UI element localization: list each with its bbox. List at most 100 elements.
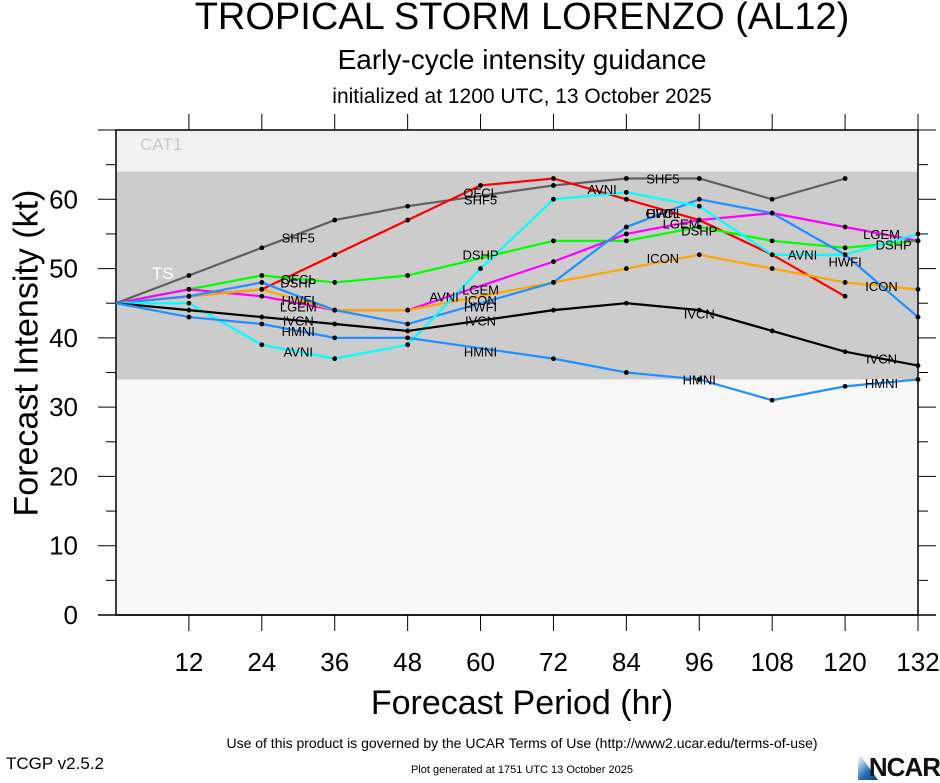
data-point-avni — [259, 342, 265, 348]
chart-subtitle: Early-cycle intensity guidance — [337, 44, 707, 75]
data-point-ivcn — [186, 307, 192, 313]
data-point-lgem — [551, 259, 556, 265]
series-label-hmni: HMNI — [282, 324, 315, 339]
y-tick-label: 50 — [49, 254, 78, 284]
data-point-avni — [915, 231, 921, 237]
series-line-shf5 — [115, 177, 846, 305]
data-point-ofcl — [405, 217, 411, 223]
series-label-ivcn: IVCN — [283, 314, 314, 329]
data-point-hmni — [332, 335, 338, 341]
data-point-icon — [623, 266, 629, 271]
ncar-logo: NCAR — [868, 752, 940, 782]
data-point-ofcl — [551, 176, 556, 181]
data-point-hwfi — [332, 307, 338, 313]
data-point-hwfi — [259, 280, 265, 285]
data-point-hwfi — [623, 224, 629, 230]
series-label-hwfi: HWFI — [464, 300, 497, 315]
terms-of-use: Use of this product is governed by the U… — [226, 735, 818, 751]
data-point-dshp — [259, 273, 265, 278]
x-tick-label: 96 — [685, 647, 714, 677]
data-point-shf5 — [842, 176, 848, 181]
data-point-hmni — [696, 377, 702, 382]
data-point-hmni — [623, 370, 629, 375]
data-point-shf5 — [332, 217, 338, 223]
data-point-dshp — [332, 280, 338, 285]
band-ts — [116, 171, 918, 380]
x-tick-label: 84 — [612, 647, 641, 677]
data-point-avni — [769, 252, 775, 258]
data-point-ivcn — [551, 307, 556, 313]
data-point-shf5 — [623, 176, 629, 181]
data-point-hmni — [915, 377, 921, 382]
series-label-hwfi: HWFI — [646, 206, 679, 221]
series-label-shf5: SHF5 — [646, 172, 679, 187]
data-point-avni — [623, 189, 629, 195]
series-label-lgem: LGEM — [663, 217, 700, 232]
data-point-shf5 — [405, 203, 411, 209]
data-point-avni — [332, 356, 338, 362]
data-point-hwfi — [915, 314, 921, 320]
y-tick-label: 30 — [49, 392, 78, 422]
series-label-avni: AVNI — [587, 182, 616, 197]
series-label-dshp: DSHP — [462, 248, 498, 263]
series-label-hwfi: HWFI — [828, 255, 861, 270]
data-point-icon — [915, 286, 921, 292]
data-point-ivcn — [332, 321, 338, 327]
x-tick-label: 12 — [174, 647, 203, 677]
series-line-avni — [116, 191, 919, 360]
data-point-lgem — [915, 238, 921, 244]
data-point-hwfi — [769, 210, 775, 216]
data-point-avni — [696, 203, 702, 209]
y-tick-label: 60 — [49, 184, 78, 214]
axes: 12 24 36 48 60 72 84 96 108 120 132 0 10 20 30 40 50 60 — [49, 114, 940, 677]
series-label-ivcn: IVCN — [684, 307, 715, 322]
series-label-icon: ICON — [647, 251, 680, 266]
y-tick-label: 0 — [64, 600, 78, 630]
series-label-hwfi: HWFI — [282, 293, 315, 308]
data-point-avni — [478, 266, 483, 271]
series-label-lgem: LGEM — [863, 227, 900, 242]
data-point-hmni — [551, 356, 556, 362]
data-point-lgem — [842, 224, 848, 230]
band-label-cat1: CAT1 — [140, 135, 182, 154]
data-point-ivcn — [259, 314, 265, 320]
x-tick-label: 36 — [320, 647, 349, 677]
series-label-ofcl: OFCL — [645, 206, 680, 221]
series-label-hmni: HMNI — [865, 376, 898, 391]
x-axis-label: Forecast Period (hr) — [370, 684, 674, 722]
data-point-hwfi — [551, 280, 556, 285]
intensity-bands: TS CAT1 — [116, 130, 918, 615]
data-point-ofcl — [842, 293, 848, 299]
x-tick-label: 48 — [393, 647, 422, 677]
data-point-icon — [259, 286, 265, 292]
band-label-ts: TS — [152, 264, 174, 283]
data-point-ofcl — [623, 196, 629, 202]
data-point-avni — [842, 252, 848, 258]
series-label-hmni: HMNI — [464, 345, 497, 360]
x-tick-label: 24 — [247, 647, 276, 677]
series-label-icon: ICON — [865, 279, 898, 294]
data-point-icon — [842, 280, 848, 285]
series-label-avni: AVNI — [788, 248, 817, 263]
data-point-hmni — [259, 321, 265, 327]
series-lines — [115, 176, 921, 403]
data-point-shf5 — [186, 273, 192, 278]
data-point-ivcn — [696, 307, 702, 313]
x-tick-label: 120 — [823, 647, 866, 677]
data-point-avni — [551, 196, 556, 202]
data-point-lgem — [623, 231, 629, 237]
data-point-lgem — [186, 286, 192, 292]
series-label-shf5: SHF5 — [464, 192, 497, 207]
y-tick-label: 40 — [49, 323, 78, 353]
series-label-lgem: LGEM — [280, 300, 317, 315]
generated-time: Plot generated at 1751 UTC 13 October 20… — [411, 764, 633, 776]
data-point-shf5 — [696, 176, 702, 181]
data-point-shf5 — [551, 183, 556, 188]
data-point-dshp — [551, 238, 556, 244]
x-tick-label: 72 — [539, 647, 568, 677]
data-point-ofcl — [332, 252, 338, 258]
series-label-ofcl: OFCL — [463, 185, 498, 200]
data-point-dshp — [842, 245, 848, 251]
data-point-shf5 — [769, 196, 775, 202]
